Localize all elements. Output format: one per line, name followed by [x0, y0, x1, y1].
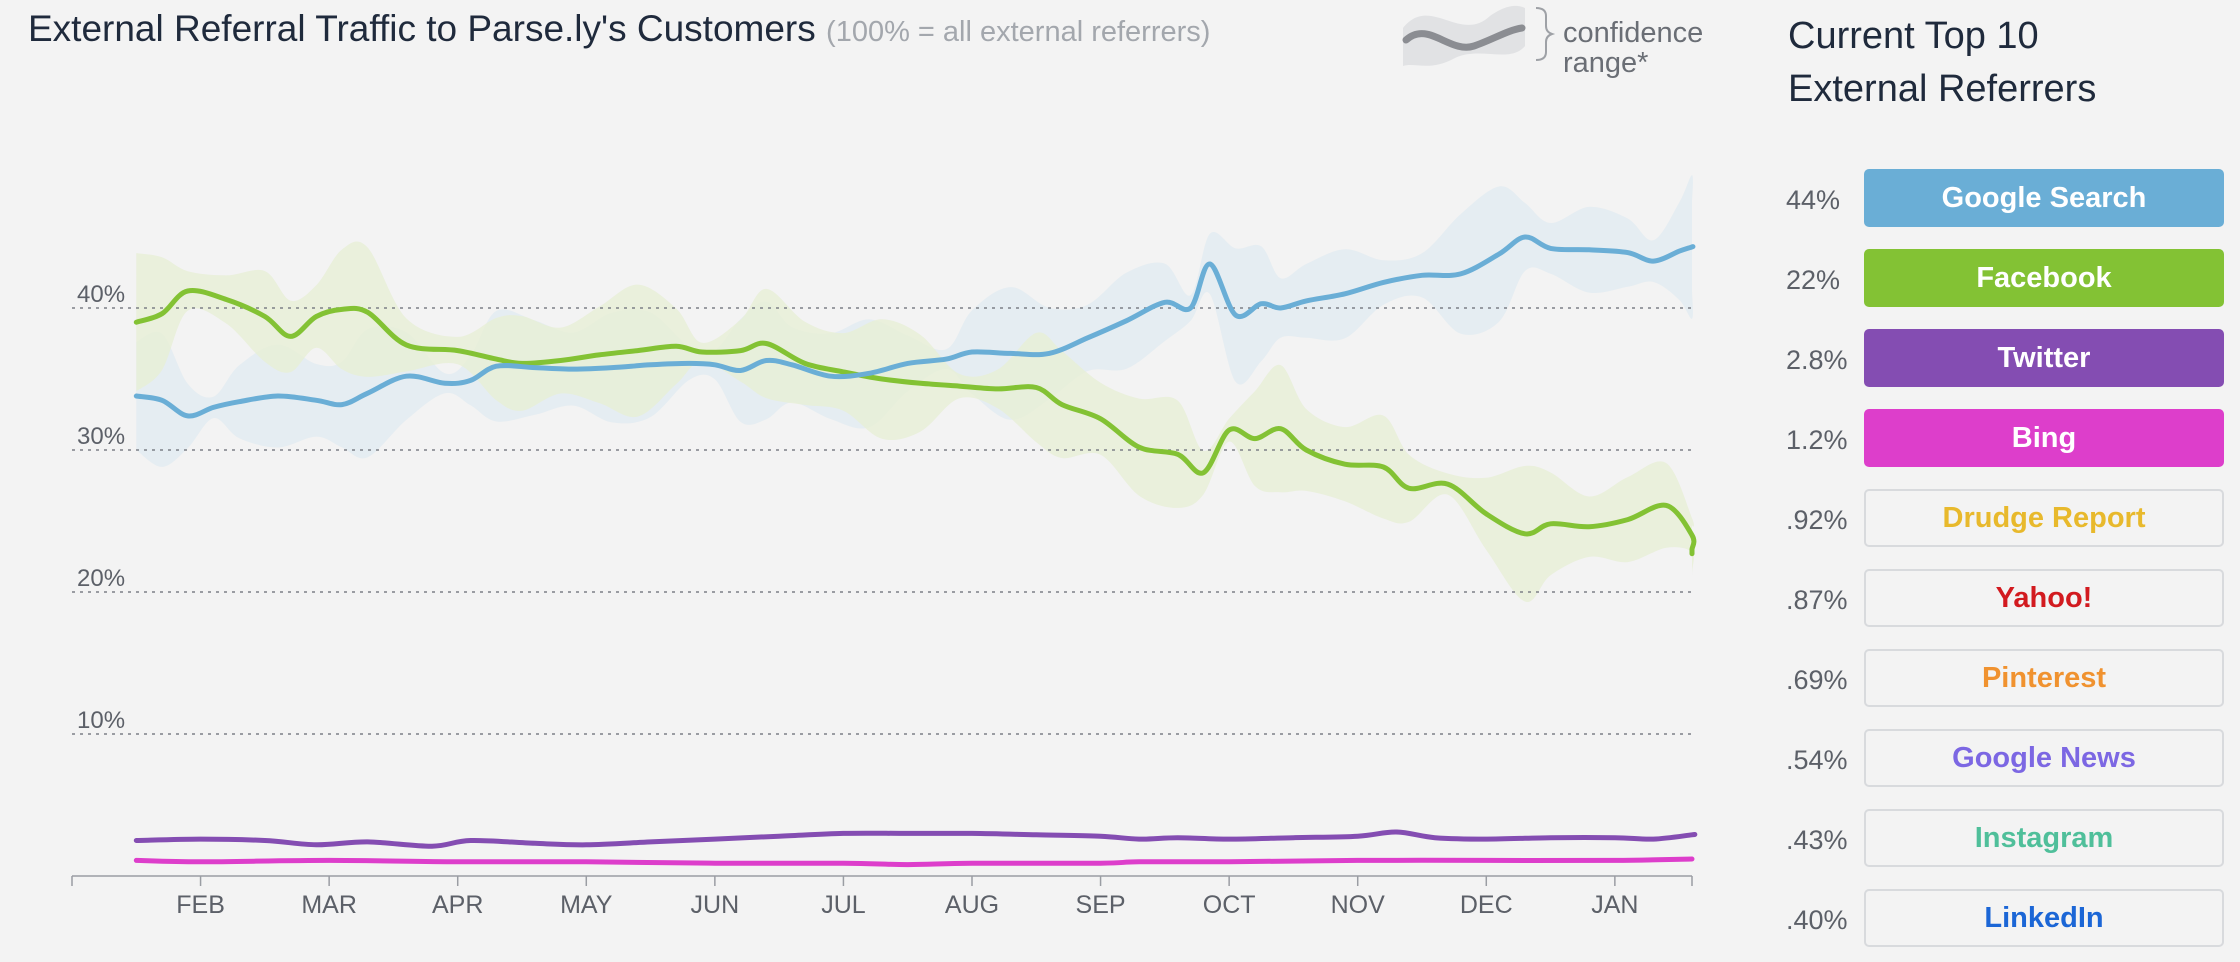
referrer-button-pinterest[interactable]: Pinterest: [1864, 649, 2224, 707]
referrer-row: .69% Pinterest: [1786, 649, 2226, 711]
referrer-row: .87% Yahoo!: [1786, 569, 2226, 631]
sidebar-title-line-2: External Referrers: [1788, 68, 2097, 110]
x-tick-label: DEC: [1460, 891, 1513, 919]
series-line-facebook: [133, 288, 1697, 557]
x-tick-label: OCT: [1203, 891, 1256, 919]
referrer-share: 22%: [1786, 265, 1841, 295]
series-line-bing: [133, 856, 1695, 868]
referrer-share: 44%: [1786, 185, 1841, 215]
referrer-row: .54% Google News: [1786, 729, 2226, 791]
referrer-share: 2.8%: [1786, 345, 1848, 375]
x-tick-label: SEP: [1076, 891, 1126, 919]
x-tick-label: APR: [432, 891, 483, 919]
confidence-legend: confidence range*: [1402, 5, 1703, 79]
referrer-row: 2.8% Twitter: [1786, 329, 2226, 391]
x-axis: FEB MAR APR MAY JUN JUL AUG SEP OCT NOV DEC JAN: [71, 875, 1693, 919]
referrer-button-instagram[interactable]: Instagram: [1864, 809, 2224, 867]
chart-title: External Referral Traffic to Parse.ly's …: [28, 8, 1210, 50]
sidebar-title-line-1: Current Top 10: [1788, 15, 2039, 57]
referrer-share: .87%: [1786, 585, 1848, 615]
referrer-button-google-news[interactable]: Google News: [1864, 729, 2224, 787]
confidence-label-1: confidence: [1563, 17, 1703, 49]
series-line-twitter: [133, 829, 1698, 849]
referrer-row: 44% Google Search: [1786, 169, 2226, 231]
series-line-google-search: [133, 234, 1696, 419]
y-tick-label: 10%: [77, 707, 125, 734]
x-tick-label: JAN: [1591, 891, 1638, 919]
confidence-bands: [136, 175, 1694, 618]
referrer-button-yahoo[interactable]: Yahoo!: [1864, 569, 2224, 627]
referrer-share: .43%: [1786, 825, 1848, 855]
chart: 10% 20% 30% 40% FEB MAR APR MAY JUN JUL AUG SEP OCT…: [71, 5, 1703, 919]
x-tick-label: NOV: [1331, 891, 1386, 919]
chart-title-text: External Referral Traffic to Parse.ly's …: [28, 8, 816, 49]
referrer-row: .40% LinkedIn: [1786, 889, 2226, 951]
referrer-share: .92%: [1786, 505, 1848, 535]
referrer-row: .43% Instagram: [1786, 809, 2226, 871]
referrer-share: .54%: [1786, 745, 1848, 775]
x-tick-label: JUN: [691, 891, 740, 919]
x-tick-label: MAR: [301, 891, 357, 919]
referrer-row: 22% Facebook: [1786, 249, 2226, 311]
y-tick-label: 20%: [77, 565, 125, 592]
x-tick-label: FEB: [176, 891, 225, 919]
referrer-button-facebook[interactable]: Facebook: [1864, 249, 2224, 307]
referrer-button-google-search[interactable]: Google Search: [1864, 169, 2224, 227]
chart-subtitle: (100% = all external referrers): [826, 16, 1211, 48]
y-tick-label: 40%: [77, 281, 125, 308]
referrer-row: 1.2% Bing: [1786, 409, 2226, 471]
referrer-button-twitter[interactable]: Twitter: [1864, 329, 2224, 387]
referrer-share: .40%: [1786, 905, 1848, 935]
x-tick-label: MAY: [560, 891, 613, 919]
series-lines: [133, 234, 1698, 868]
curly-brace-icon: [1535, 7, 1556, 61]
grid: 10% 20% 30% 40%: [72, 281, 1692, 735]
confidence-line-icon: [1402, 24, 1526, 51]
referrer-row: .92% Drudge Report: [1786, 489, 2226, 551]
confidence-band-icon: [1403, 5, 1525, 67]
confidence-label-2: range*: [1563, 47, 1648, 79]
referrer-share: .69%: [1786, 665, 1848, 695]
referrer-share: 1.2%: [1786, 425, 1848, 455]
referrer-button-drudge-report[interactable]: Drudge Report: [1864, 489, 2224, 547]
confidence-band-facebook: [136, 241, 1694, 618]
y-tick-label: 30%: [77, 423, 125, 450]
x-tick-label: JUL: [821, 891, 866, 919]
x-tick-label: AUG: [945, 891, 999, 919]
referrer-button-linkedin[interactable]: LinkedIn: [1864, 889, 2224, 947]
referrer-button-bing[interactable]: Bing: [1864, 409, 2224, 467]
sidebar-title: Current Top 10 External Referrers: [1788, 10, 2096, 116]
